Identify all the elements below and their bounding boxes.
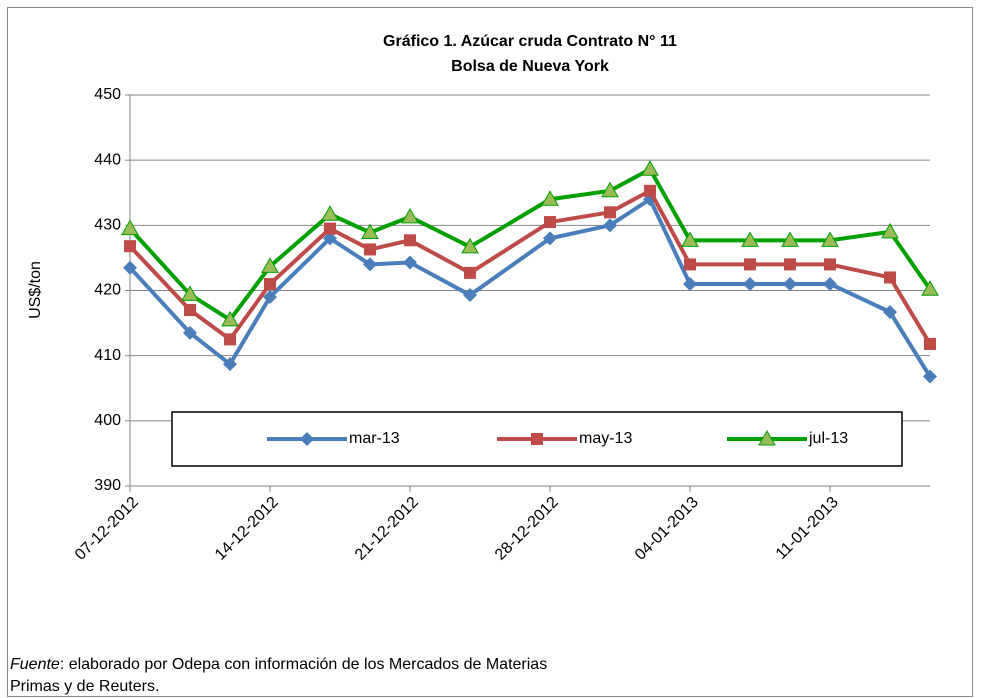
legend-label: mar-13 <box>349 430 400 447</box>
y-tick-label: 410 <box>94 347 121 364</box>
marker <box>821 231 839 247</box>
x-tick-label: 14-12-2012 <box>212 494 282 564</box>
y-tick-label: 420 <box>94 282 121 299</box>
marker <box>541 190 559 206</box>
chart-title: Gráfico 1. Azúcar cruda Contrato N° 11 <box>383 33 677 50</box>
marker <box>321 205 339 221</box>
marker <box>184 304 196 317</box>
marker <box>544 216 556 229</box>
marker <box>741 231 759 247</box>
y-axis-label: US$/ton <box>27 261 44 319</box>
marker <box>183 325 197 340</box>
chart-border <box>7 7 973 697</box>
marker <box>644 184 656 197</box>
marker <box>264 277 276 290</box>
x-tick-label: 07-12-2012 <box>72 494 142 564</box>
marker <box>684 258 696 271</box>
marker <box>223 357 237 372</box>
marker <box>531 433 543 445</box>
series-line <box>128 197 932 378</box>
marker <box>261 257 279 273</box>
marker <box>364 243 376 256</box>
marker <box>123 260 137 275</box>
marker <box>784 258 796 271</box>
marker <box>124 240 136 253</box>
marker <box>824 258 836 271</box>
x-tick-label: 21-12-2012 <box>352 494 422 564</box>
marker <box>300 432 314 446</box>
series-line <box>128 188 932 345</box>
marker <box>181 285 199 301</box>
marker <box>604 206 616 219</box>
marker <box>324 222 336 235</box>
marker <box>403 255 417 270</box>
y-tick-label: 390 <box>94 477 121 494</box>
source-label: Fuente <box>10 656 60 673</box>
marker <box>883 305 897 320</box>
marker <box>823 276 837 291</box>
marker <box>361 223 379 240</box>
marker <box>683 276 697 291</box>
marker <box>924 337 936 350</box>
y-tick-label: 430 <box>94 217 121 234</box>
series-line <box>128 167 932 322</box>
source-note: Fuente: elaborado por Odepa con informac… <box>10 654 547 698</box>
marker <box>781 231 799 247</box>
marker <box>603 218 617 233</box>
y-tick-label: 450 <box>94 86 121 103</box>
chart-subtitle: Bolsa de Nueva York <box>451 58 609 75</box>
marker <box>323 231 337 246</box>
source-text: : elaborado por Odepa con información de… <box>59 656 548 673</box>
x-tick-label: 11-01-2013 <box>773 494 842 563</box>
marker <box>461 237 479 254</box>
marker <box>263 290 277 305</box>
marker <box>758 429 776 446</box>
x-tick-label: 04-01-2013 <box>632 494 702 564</box>
marker <box>881 222 899 239</box>
marker <box>224 333 236 346</box>
marker <box>641 160 659 176</box>
marker <box>121 219 139 236</box>
x-tick-label: 28-12-2012 <box>492 494 562 564</box>
marker <box>601 181 619 198</box>
marker <box>783 276 797 291</box>
marker <box>464 266 476 279</box>
marker <box>884 271 896 284</box>
marker <box>463 288 477 303</box>
marker <box>404 234 416 247</box>
marker <box>401 207 419 224</box>
source-text: Primas y de Reuters. <box>10 678 160 695</box>
marker <box>744 258 756 271</box>
legend-label: jul-13 <box>808 430 848 447</box>
marker <box>221 310 239 327</box>
marker <box>923 369 937 384</box>
y-tick-label: 400 <box>94 412 121 429</box>
y-tick-label: 440 <box>94 151 121 168</box>
marker <box>921 280 939 296</box>
marker <box>363 257 377 272</box>
marker <box>743 276 757 291</box>
legend-label: may-13 <box>579 430 632 447</box>
marker <box>543 231 557 246</box>
marker <box>681 231 699 247</box>
